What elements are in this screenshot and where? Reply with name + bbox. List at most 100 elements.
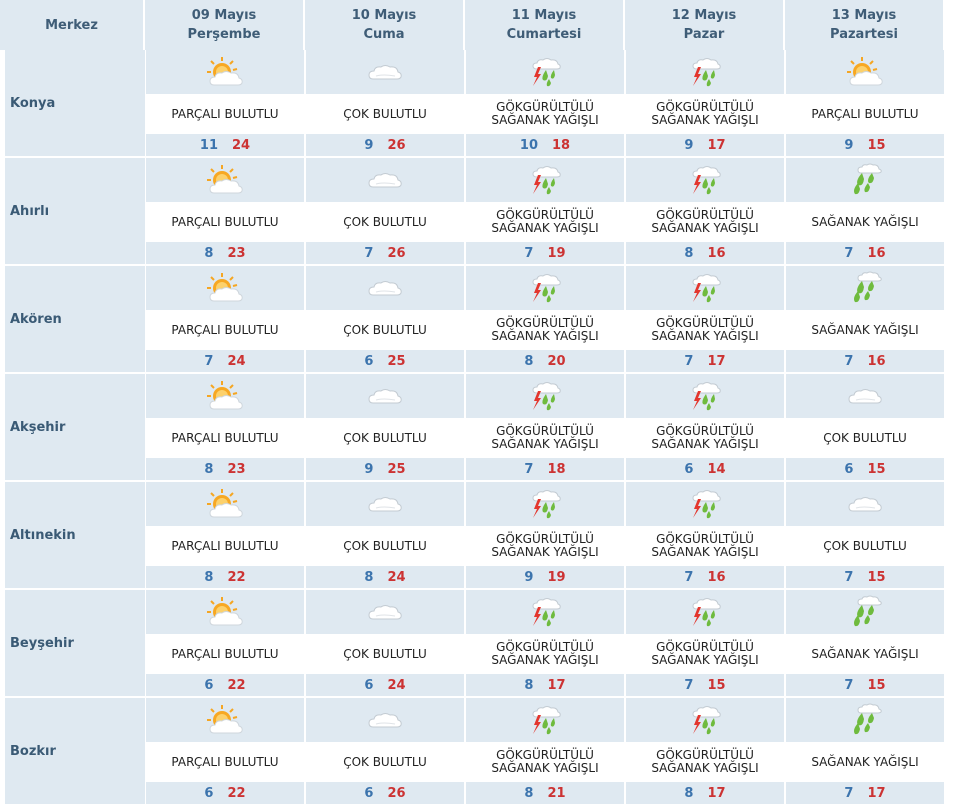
condition-line: SAĞANAK YAĞIŞLI bbox=[651, 221, 759, 235]
condition-line: ÇOK BULUTLU bbox=[343, 214, 427, 229]
shower-icon bbox=[845, 271, 885, 305]
max-temp: 26 bbox=[387, 137, 406, 153]
max-temp: 15 bbox=[867, 569, 886, 585]
min-temp: 8 bbox=[684, 245, 694, 261]
forecast-cell: ÇOK BULUTLU 9 25 bbox=[306, 374, 464, 480]
min-temp: 8 bbox=[524, 677, 534, 693]
max-temp: 21 bbox=[547, 785, 566, 801]
condition-lines: ÇOK BULUTLU bbox=[343, 755, 427, 769]
condition-line: GÖKGÜRÜLTÜLÜ bbox=[496, 208, 594, 222]
city-name[interactable]: Bozkır bbox=[5, 698, 145, 804]
forecast-cell: SAĞANAK YAĞIŞLI 7 15 bbox=[786, 590, 944, 696]
thunderstorm-icon bbox=[525, 55, 565, 89]
temperature-band: 9 19 bbox=[466, 566, 624, 588]
min-temp: 7 bbox=[364, 245, 374, 261]
icon-band bbox=[306, 266, 464, 310]
city-name[interactable]: Beyşehir bbox=[5, 590, 145, 696]
condition-line: PARÇALI BULUTLU bbox=[171, 430, 279, 445]
min-temp: 6 bbox=[364, 785, 374, 801]
condition-lines: ÇOK BULUTLU bbox=[343, 214, 427, 229]
condition-lines: ÇOK BULUTLU bbox=[823, 539, 907, 553]
min-temp: 7 bbox=[204, 353, 214, 369]
condition-text: ÇOK BULUTLU bbox=[306, 94, 464, 134]
temperature-band: 7 19 bbox=[466, 242, 624, 264]
city-name[interactable]: Ahırlı bbox=[5, 158, 145, 264]
condition-line: SAĞANAK YAĞIŞLI bbox=[651, 437, 759, 451]
condition-line: SAĞANAK YAĞIŞLI bbox=[491, 437, 599, 451]
condition-text: GÖKGÜRÜLTÜLÜ SAĞANAK YAĞIŞLI bbox=[626, 526, 784, 566]
temperature-band: 8 17 bbox=[466, 674, 624, 696]
min-temp: 6 bbox=[364, 677, 374, 693]
condition-line: ÇOK BULUTLU bbox=[343, 322, 427, 337]
condition-line: SAĞANAK YAĞIŞLI bbox=[491, 221, 599, 235]
condition-line: SAĞANAK YAĞIŞLI bbox=[491, 329, 599, 343]
condition-text: SAĞANAK YAĞIŞLI bbox=[786, 202, 944, 242]
thunderstorm-icon bbox=[685, 55, 725, 89]
icon-band bbox=[466, 50, 624, 94]
max-temp: 24 bbox=[387, 569, 406, 585]
condition-line: GÖKGÜRÜLTÜLÜ bbox=[656, 640, 754, 654]
temperature-band: 7 18 bbox=[466, 458, 624, 480]
condition-lines: GÖKGÜRÜLTÜLÜ SAĞANAK YAĞIŞLI bbox=[491, 209, 598, 235]
condition-lines: GÖKGÜRÜLTÜLÜ SAĞANAK YAĞIŞLI bbox=[651, 317, 758, 343]
condition-line: PARÇALI BULUTLU bbox=[171, 646, 279, 661]
min-temp: 8 bbox=[364, 569, 374, 585]
condition-line: SAĞANAK YAĞIŞLI bbox=[811, 214, 919, 229]
temperature-band: 9 26 bbox=[306, 134, 464, 156]
city-name[interactable]: Altınekin bbox=[5, 482, 145, 588]
temperature-band: 7 17 bbox=[626, 350, 784, 372]
city-name[interactable]: Akşehir bbox=[5, 374, 145, 480]
icon-band bbox=[786, 50, 944, 94]
condition-line: SAĞANAK YAĞIŞLI bbox=[491, 653, 599, 667]
temperature-band: 8 21 bbox=[466, 782, 624, 804]
condition-line: GÖKGÜRÜLTÜLÜ bbox=[656, 208, 754, 222]
temperature-band: 6 26 bbox=[306, 782, 464, 804]
min-temp: 7 bbox=[524, 245, 534, 261]
forecast-cell: GÖKGÜRÜLTÜLÜ SAĞANAK YAĞIŞLI 6 14 bbox=[626, 374, 784, 480]
max-temp: 22 bbox=[227, 569, 246, 585]
icon-band bbox=[466, 374, 624, 418]
day-header: 12 Mayıs Pazar bbox=[625, 0, 783, 50]
icon-band bbox=[786, 266, 944, 310]
day-weekday: Perşembe bbox=[187, 27, 261, 42]
day-cells: PARÇALI BULUTLU 8 23 ÇOK BULUTLU 7 26 GÖKGÜRÜL… bbox=[145, 158, 944, 264]
cloudy-icon bbox=[365, 379, 405, 413]
condition-line: SAĞANAK YAĞIŞLI bbox=[651, 329, 759, 343]
min-temp: 9 bbox=[364, 137, 374, 153]
condition-lines: PARÇALI BULUTLU bbox=[171, 539, 278, 553]
min-temp: 8 bbox=[524, 353, 534, 369]
table-header: Merkez 09 Mayıs Perşembe 10 Mayıs Cuma 1… bbox=[0, 0, 943, 50]
partly-cloudy-icon bbox=[205, 163, 245, 197]
shower-icon bbox=[845, 595, 885, 629]
max-temp: 16 bbox=[867, 353, 886, 369]
condition-line: ÇOK BULUTLU bbox=[343, 430, 427, 445]
partly-cloudy-icon bbox=[205, 487, 245, 521]
condition-text: PARÇALI BULUTLU bbox=[786, 94, 944, 134]
forecast-row: Beyşehir PARÇALI BULUTLU 6 22 ÇOK BULUTLU 6 24… bbox=[5, 590, 945, 696]
condition-text: GÖKGÜRÜLTÜLÜ SAĞANAK YAĞIŞLI bbox=[466, 634, 624, 674]
city-name[interactable]: Akören bbox=[5, 266, 145, 372]
max-temp: 17 bbox=[707, 137, 726, 153]
condition-lines: PARÇALI BULUTLU bbox=[171, 323, 278, 337]
condition-text: GÖKGÜRÜLTÜLÜ SAĞANAK YAĞIŞLI bbox=[466, 310, 624, 350]
icon-band bbox=[146, 698, 304, 742]
forecast-row: Bozkır PARÇALI BULUTLU 6 22 ÇOK BULUTLU 6 26 GÖ… bbox=[5, 698, 945, 804]
max-temp: 26 bbox=[387, 245, 406, 261]
icon-band bbox=[306, 590, 464, 634]
city-name[interactable]: Konya bbox=[5, 50, 145, 156]
condition-lines: GÖKGÜRÜLTÜLÜ SAĞANAK YAĞIŞLI bbox=[651, 209, 758, 235]
min-temp: 9 bbox=[364, 461, 374, 477]
condition-text: ÇOK BULUTLU bbox=[306, 742, 464, 782]
icon-band bbox=[626, 158, 784, 202]
thunderstorm-icon bbox=[525, 703, 565, 737]
condition-lines: ÇOK BULUTLU bbox=[343, 322, 427, 337]
condition-text: PARÇALI BULUTLU bbox=[146, 634, 304, 674]
forecast-cell: GÖKGÜRÜLTÜLÜ SAĞANAK YAĞIŞLI 7 15 bbox=[626, 590, 784, 696]
icon-band bbox=[146, 50, 304, 94]
condition-line: GÖKGÜRÜLTÜLÜ bbox=[496, 316, 594, 330]
cloudy-icon bbox=[365, 595, 405, 629]
condition-line: GÖKGÜRÜLTÜLÜ bbox=[496, 532, 594, 546]
shower-icon bbox=[845, 163, 885, 197]
temperature-band: 8 17 bbox=[626, 782, 784, 804]
icon-band bbox=[626, 374, 784, 418]
